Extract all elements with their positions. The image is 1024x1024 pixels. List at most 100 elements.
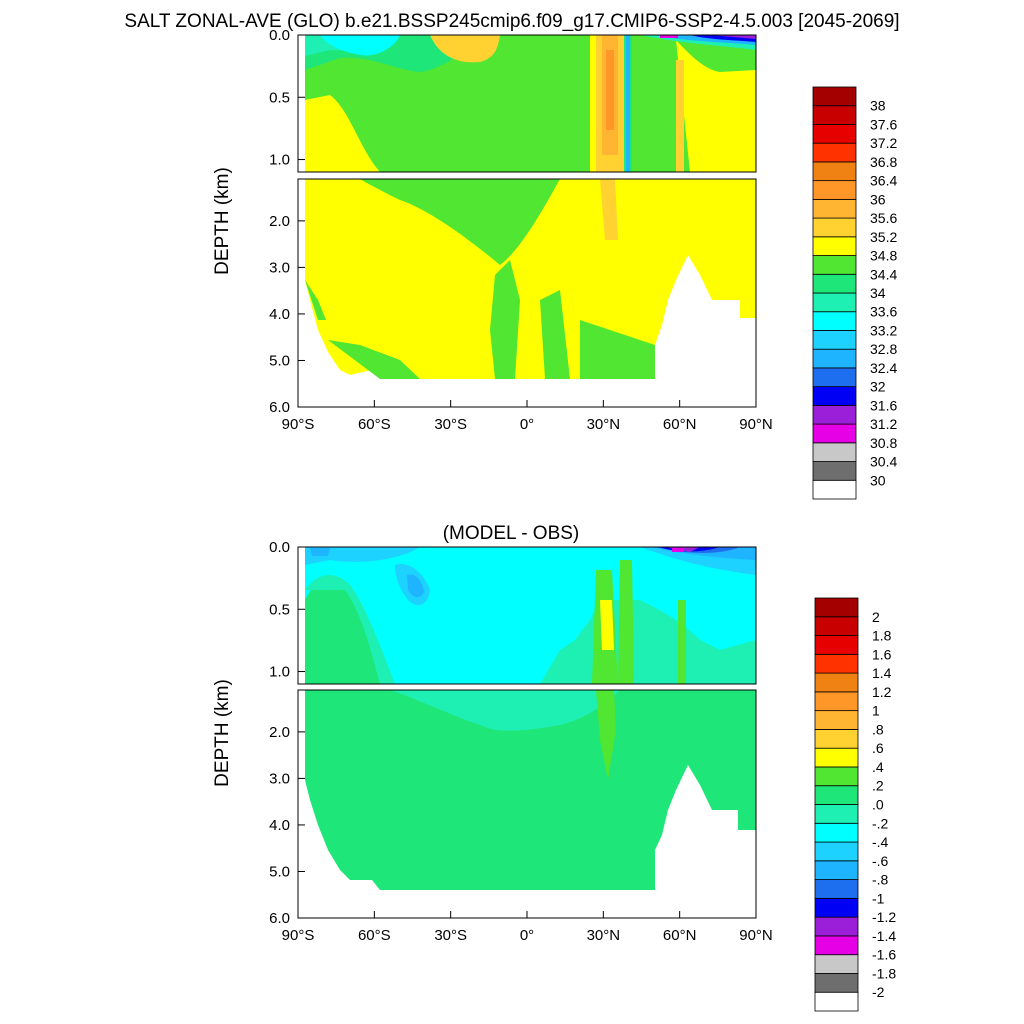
colorbar-box bbox=[812, 180, 857, 200]
colorbar-box bbox=[814, 954, 859, 974]
y-tick-label: 6.0 bbox=[269, 399, 290, 416]
plot-frame-upper bbox=[297, 546, 757, 685]
x-tick-label: 60°N bbox=[663, 416, 697, 433]
x-tick-label: 0° bbox=[520, 416, 534, 433]
colorbar-label: 1.4 bbox=[872, 665, 892, 681]
colorbar-box bbox=[812, 217, 857, 238]
colorbar-box bbox=[814, 672, 859, 693]
y-axis-label: DEPTH (km) bbox=[212, 167, 233, 275]
colorbar-label: 38 bbox=[870, 98, 886, 114]
x-tick-label: 0° bbox=[520, 927, 534, 944]
colorbar-label: 31.2 bbox=[870, 416, 897, 432]
colorbar-label: .6 bbox=[872, 740, 884, 756]
colorbar-box bbox=[812, 404, 857, 425]
colorbar-box bbox=[814, 729, 859, 749]
colorbar-box bbox=[812, 423, 857, 444]
colorbar-box bbox=[812, 86, 857, 107]
x-tick-label: 90°S bbox=[282, 927, 315, 944]
colorbar-box bbox=[814, 935, 859, 956]
colorbar-label: -1.2 bbox=[872, 909, 896, 925]
colorbar-label: 37.2 bbox=[870, 135, 897, 151]
colorbar-box bbox=[814, 991, 859, 1012]
x-tick-label: 60°N bbox=[663, 927, 697, 944]
colorbar-label: 36.4 bbox=[870, 173, 897, 189]
x-tick-label: 60°S bbox=[358, 927, 391, 944]
colorbar-box bbox=[814, 785, 859, 805]
colorbar-box bbox=[814, 841, 859, 862]
colorbar-label: 1.2 bbox=[872, 684, 892, 700]
y-tick-label: 5.0 bbox=[269, 352, 290, 369]
colorbar-label: 35.6 bbox=[870, 210, 897, 226]
colorbar-label: 33.6 bbox=[870, 304, 897, 320]
colorbar-box bbox=[814, 747, 859, 768]
x-tick-label: 30°S bbox=[434, 416, 467, 433]
colorbar-label: -1 bbox=[872, 890, 885, 906]
field-upper bbox=[298, 547, 756, 684]
y-tick-label: 1.0 bbox=[269, 664, 290, 681]
colorbar-label: 35.2 bbox=[870, 229, 897, 245]
colorbar-label: -.4 bbox=[872, 834, 889, 850]
colorbar-salt: 30 30.4 30.8 31.2 31.6 32 32.4 32.8 33.2 33.6 34 34… bbox=[812, 86, 897, 500]
y-tick-label: 3.0 bbox=[269, 259, 290, 276]
x-tick-label: 30°N bbox=[587, 416, 621, 433]
colorbar-label: 32.4 bbox=[870, 360, 897, 376]
colorbar-label: 1 bbox=[872, 703, 880, 719]
colorbar-model-minus-obs: -2 -1.8 -1.6 -1.4 -1.2 -1 -.8 -.6 -.4 -.2 .0 .2 .4 .6… bbox=[814, 597, 896, 1012]
colorbar-box bbox=[812, 330, 857, 350]
colorbar-label: .0 bbox=[872, 797, 884, 813]
colorbar-label: .4 bbox=[872, 759, 884, 775]
colorbar-label: 33.2 bbox=[870, 322, 897, 338]
colorbar-label: 37.6 bbox=[870, 116, 897, 132]
colorbar-box bbox=[814, 916, 859, 937]
colorbar-box bbox=[812, 236, 857, 256]
y-tick-label: 0.5 bbox=[269, 601, 290, 618]
colorbar-box bbox=[814, 766, 859, 787]
colorbar-box bbox=[814, 691, 859, 712]
colorbar-box bbox=[812, 479, 857, 500]
colorbar-label: 36.8 bbox=[870, 154, 897, 170]
colorbar-label: -1.6 bbox=[872, 947, 896, 963]
colorbar-label: -1.4 bbox=[872, 928, 896, 944]
colorbar-label: -.8 bbox=[872, 872, 889, 888]
colorbar-box bbox=[812, 198, 857, 219]
x-tick-label: 60°S bbox=[358, 416, 391, 433]
colorbar-box bbox=[814, 879, 859, 899]
colorbar-label: -.6 bbox=[872, 853, 889, 869]
field-upper bbox=[298, 35, 756, 172]
colorbar-label: 32.8 bbox=[870, 341, 897, 357]
colorbar-box bbox=[814, 616, 859, 636]
x-tick-label: 30°N bbox=[587, 927, 621, 944]
colorbar-label: .8 bbox=[872, 721, 884, 737]
y-axis-label: DEPTH (km) bbox=[212, 679, 233, 787]
colorbar-box bbox=[814, 973, 859, 993]
colorbar-label: 36 bbox=[870, 191, 886, 207]
colorbar-box bbox=[812, 348, 857, 369]
colorbar-box bbox=[812, 161, 857, 182]
colorbar-label: 30.4 bbox=[870, 454, 897, 470]
y-tick-label: 5.0 bbox=[269, 863, 290, 880]
x-tick-label: 90°S bbox=[282, 416, 315, 433]
colorbar-box bbox=[814, 897, 859, 918]
colorbar-box bbox=[814, 860, 859, 880]
colorbar-label: -1.8 bbox=[872, 965, 896, 981]
y-tick-label: 0.5 bbox=[269, 89, 290, 106]
colorbar-box bbox=[814, 804, 859, 824]
colorbar-label: 1.8 bbox=[872, 628, 892, 644]
colorbar-label: 34.8 bbox=[870, 248, 897, 264]
colorbar-box bbox=[812, 442, 857, 462]
y-tick-label: 2.0 bbox=[269, 724, 290, 741]
y-tick-label: 0.0 bbox=[269, 27, 290, 44]
colorbar-box bbox=[814, 710, 859, 730]
y-tick-label: 4.0 bbox=[269, 817, 290, 834]
colorbar-label: .2 bbox=[872, 778, 884, 794]
colorbar-label: 30.8 bbox=[870, 435, 897, 451]
x-tick-label: 90°N bbox=[739, 927, 773, 944]
y-tick-label: 0.0 bbox=[269, 539, 290, 556]
chart-title: (MODEL - OBS) bbox=[443, 523, 580, 544]
field-lower bbox=[298, 690, 756, 918]
colorbar-box bbox=[812, 367, 857, 388]
colorbar-box bbox=[812, 124, 857, 144]
plot-frame-upper bbox=[297, 34, 757, 173]
colorbar-box bbox=[812, 105, 857, 125]
